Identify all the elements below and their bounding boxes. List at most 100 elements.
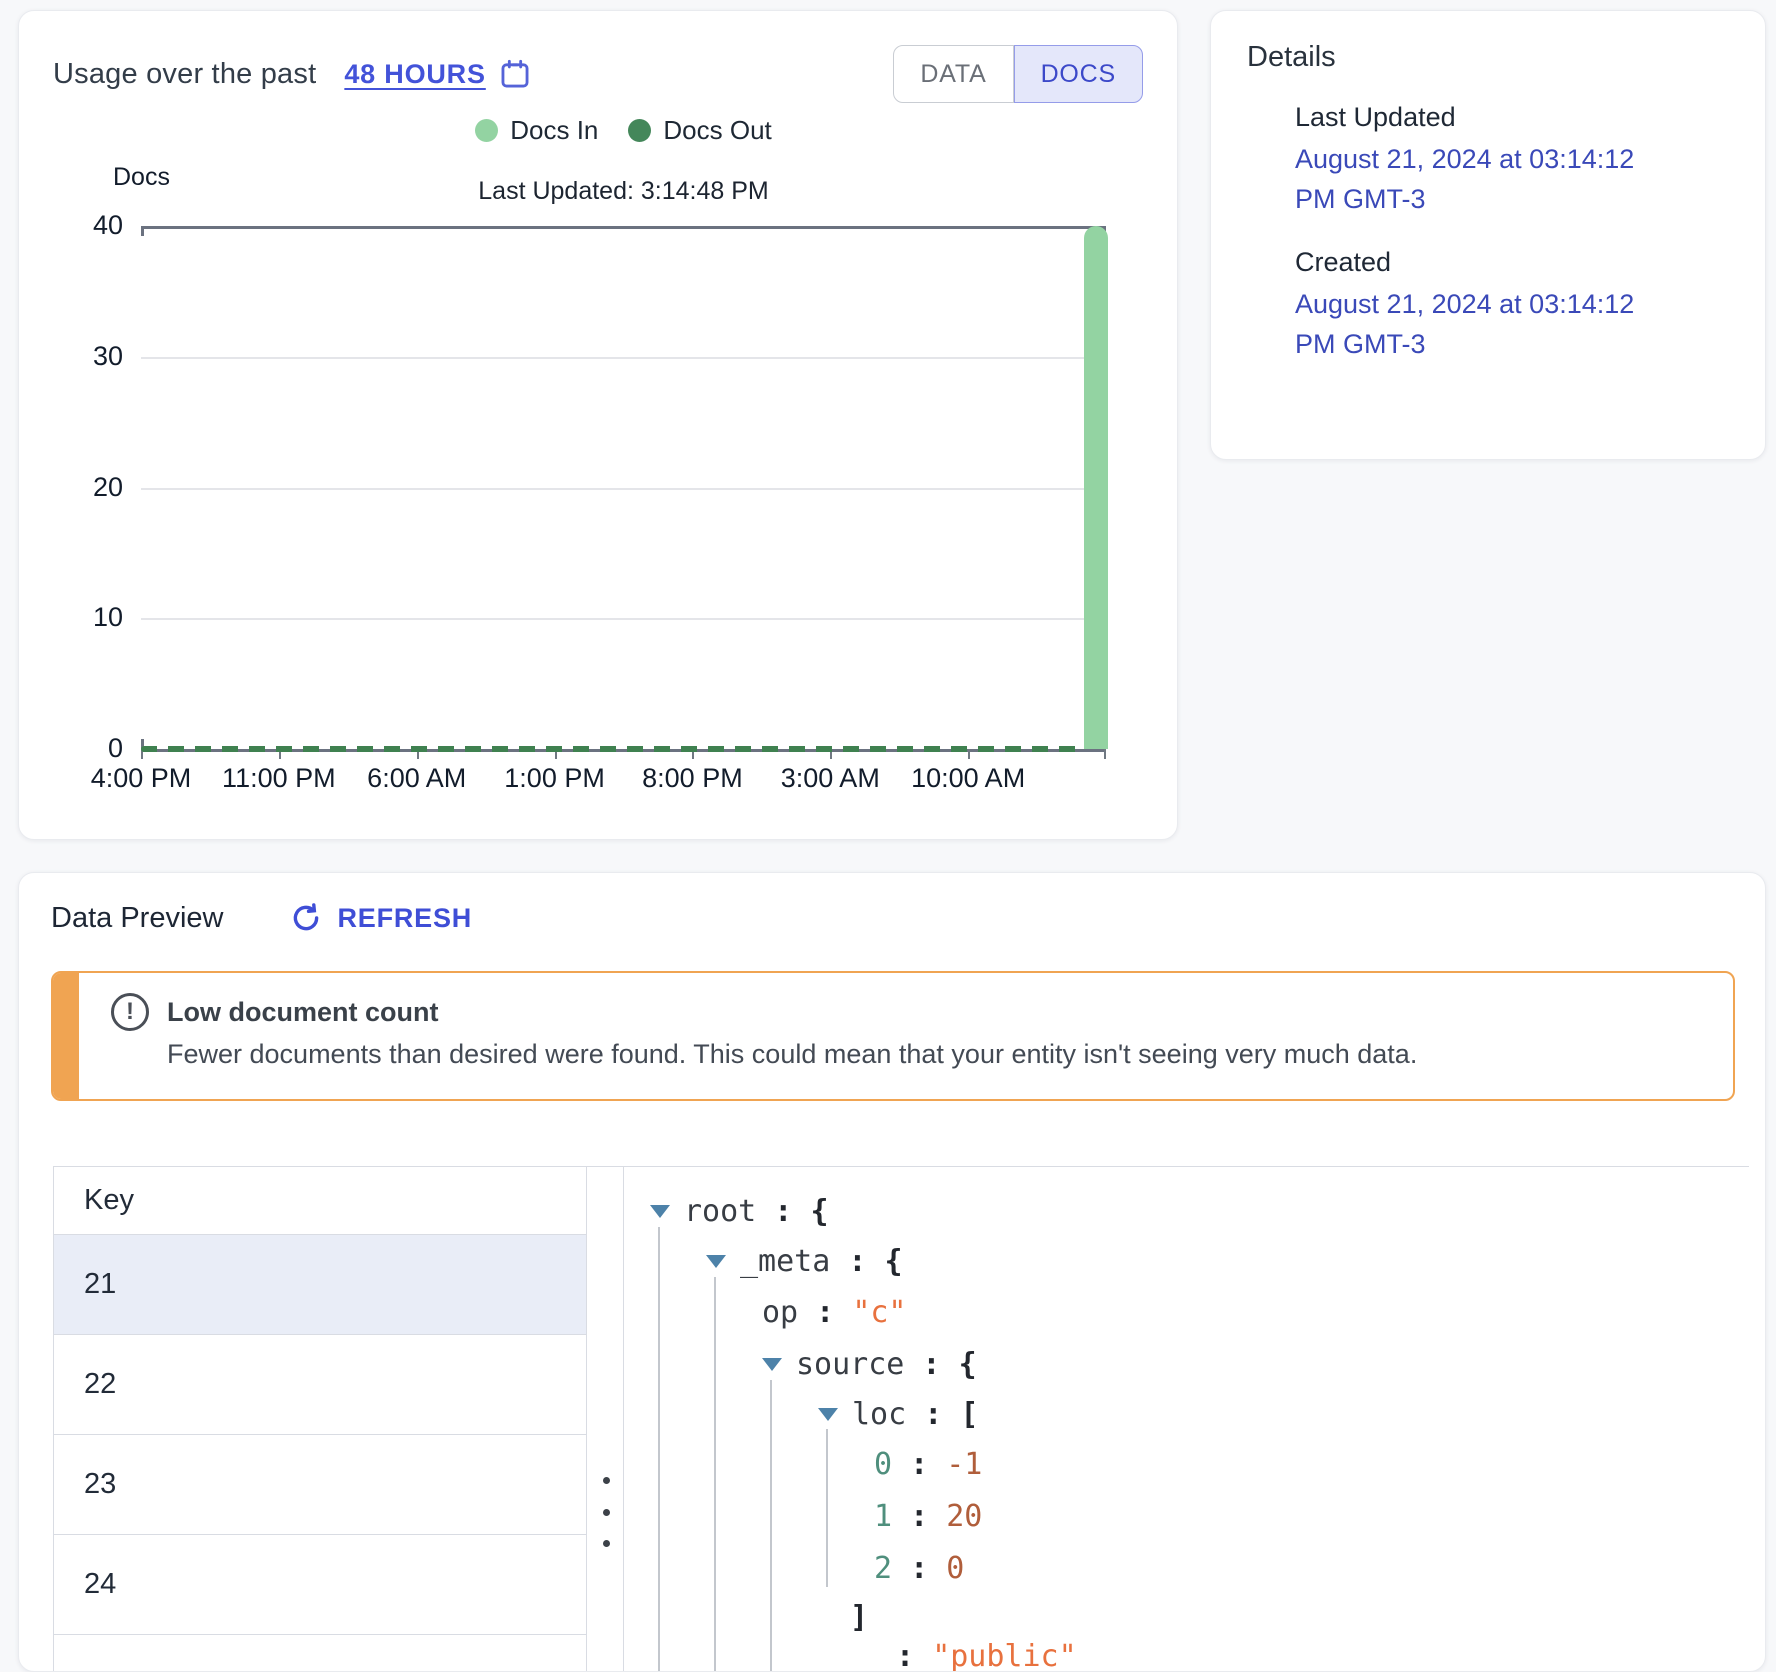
x-label-5: 3:00 AM xyxy=(780,763,880,793)
alert-accent-bar xyxy=(53,973,79,1099)
x-tick-mark xyxy=(416,749,419,759)
x-tick-mark xyxy=(1104,749,1106,759)
x-tick-mark xyxy=(554,749,557,759)
json-bracket: [ xyxy=(960,1397,979,1432)
x-label-0: 4:00 PM xyxy=(90,763,192,793)
created-value: August 21, 2024 at 03:14:12 PM GMT-3 xyxy=(1295,284,1729,364)
gridline-20 xyxy=(141,487,1106,490)
y-tick-30: 30 xyxy=(92,341,123,371)
detail-item-created: Created August 21, 2024 at 03:14:12 PM G… xyxy=(1295,247,1729,364)
json-line-op: op : "c" xyxy=(762,1295,907,1330)
details-card: Details Last Updated August 21, 2024 at … xyxy=(1210,10,1766,460)
x-tick-mark xyxy=(692,749,695,759)
json-key: _meta xyxy=(740,1244,831,1279)
json-separator: : xyxy=(878,1639,933,1671)
last-updated-value: August 21, 2024 at 03:14:12 PM GMT-3 xyxy=(1295,139,1729,219)
json-string-value: "public" xyxy=(932,1639,1077,1671)
x-label-1: 11:00 PM xyxy=(222,763,336,793)
time-range-link[interactable]: 48 HOURS xyxy=(344,57,531,91)
gridline-10 xyxy=(141,618,1106,621)
y-tick-0: 0 xyxy=(107,733,123,763)
json-separator: : xyxy=(892,1551,947,1586)
json-line-loc-2: 2 : 0 xyxy=(874,1551,964,1586)
data-docs-toggle: DATA DOCS xyxy=(893,45,1143,103)
collapse-triangle-icon[interactable] xyxy=(706,1255,726,1268)
last-updated-label: Last Updated xyxy=(1295,102,1456,132)
json-separator: : xyxy=(830,1244,885,1279)
json-array-index: 0 xyxy=(874,1447,893,1482)
created-value-line2: PM GMT-3 xyxy=(1295,329,1426,359)
x-label-6: 10:00 AM xyxy=(911,763,1026,793)
data-preview-card: Data Preview REFRESH ! Low document coun… xyxy=(18,872,1766,1672)
refresh-icon xyxy=(289,901,323,935)
created-label: Created xyxy=(1295,247,1392,277)
tree-indent-guide xyxy=(658,1227,660,1671)
docs-out-dot-icon xyxy=(628,119,652,142)
calendar-icon xyxy=(498,57,532,91)
collapse-triangle-icon[interactable] xyxy=(762,1358,782,1371)
alert-body: Fewer documents than desired were found.… xyxy=(167,1039,1418,1069)
json-bracket: ] xyxy=(850,1600,869,1635)
gridline-30 xyxy=(141,356,1106,359)
json-bracket: { xyxy=(810,1194,829,1229)
table-row[interactable]: 22 xyxy=(54,1335,586,1435)
json-bracket: { xyxy=(958,1347,977,1382)
json-line-root: root : { xyxy=(650,1194,829,1229)
detail-item-last-updated: Last Updated August 21, 2024 at 03:14:12… xyxy=(1295,102,1729,219)
panel-resize-handle[interactable] xyxy=(593,1477,619,1547)
json-separator: : xyxy=(798,1295,853,1330)
docs-in-dot-icon xyxy=(475,119,499,142)
json-number-value: -1 xyxy=(946,1447,983,1482)
data-toggle-button[interactable]: DATA xyxy=(893,45,1014,103)
last-updated-value-line2: PM GMT-3 xyxy=(1295,184,1426,214)
refresh-label: REFRESH xyxy=(337,902,473,933)
data-preview-title: Data Preview xyxy=(51,901,224,934)
x-tick-mark xyxy=(830,749,833,759)
collapse-triangle-icon[interactable] xyxy=(818,1408,838,1421)
json-line-loc-1: 1 : 20 xyxy=(874,1499,982,1534)
chart-plot-area: 4:00 PM 11:00 PM 6:00 AM 1:00 PM 8:00 PM… xyxy=(91,226,1108,793)
axis-cap xyxy=(141,739,144,749)
key-table: Key 21 22 23 24 xyxy=(53,1167,587,1671)
table-row[interactable]: 21 xyxy=(54,1235,586,1335)
json-line-source: source : { xyxy=(762,1347,977,1382)
x-label-2: 6:00 AM xyxy=(367,763,467,793)
json-separator: : xyxy=(892,1447,947,1482)
tree-indent-guide xyxy=(826,1429,828,1587)
x-label-4: 8:00 PM xyxy=(642,763,743,793)
json-number-value: 20 xyxy=(946,1499,983,1534)
chart-caption: Last Updated: 3:14:48 PM xyxy=(478,177,769,205)
y-tick-40: 40 xyxy=(92,210,123,240)
json-array-index: 2 xyxy=(874,1551,893,1586)
details-title: Details xyxy=(1247,41,1336,73)
json-line-loc-close: ] xyxy=(850,1600,868,1635)
x-label-3: 1:00 PM xyxy=(504,763,605,793)
docs-in-bar[interactable] xyxy=(1084,226,1108,749)
table-row[interactable]: 23 xyxy=(54,1435,586,1535)
json-separator: : xyxy=(906,1397,961,1432)
legend-docs-out-label: Docs Out xyxy=(663,115,772,145)
alert-title: Low document count xyxy=(167,996,439,1027)
json-separator: : xyxy=(904,1347,959,1382)
usage-chart-card: Usage over the past 48 HOURS DATA DOCS xyxy=(18,10,1178,840)
table-row[interactable]: 24 xyxy=(54,1535,586,1635)
docs-toggle-button[interactable]: DOCS xyxy=(1013,45,1143,103)
json-separator: : xyxy=(892,1499,947,1534)
y-tick-20: 20 xyxy=(92,472,123,502)
key-column-header: Key xyxy=(54,1167,586,1235)
tree-indent-guide xyxy=(714,1277,716,1671)
chart-legend: Docs In Docs Out xyxy=(141,115,1106,146)
low-document-count-alert: ! Low document count Fewer documents tha… xyxy=(51,971,1735,1101)
x-tick-mark xyxy=(968,749,971,759)
table-row[interactable] xyxy=(54,1635,586,1655)
json-line-partial: : "public" xyxy=(878,1639,1077,1671)
legend-item-docs-in: Docs In xyxy=(475,115,598,146)
refresh-button[interactable]: REFRESH xyxy=(289,901,472,935)
docs-out-zero-dashed-line xyxy=(141,746,1080,752)
json-key: source xyxy=(796,1347,905,1382)
preview-content: Key 21 22 23 24 root : { _meta : { xyxy=(53,1166,1749,1671)
collapse-triangle-icon[interactable] xyxy=(650,1205,670,1218)
json-tree-panel: root : { _meta : { op : "c" source : { l… xyxy=(623,1167,1749,1671)
y-axis-title: Docs xyxy=(113,163,170,191)
json-bracket: { xyxy=(884,1244,903,1279)
